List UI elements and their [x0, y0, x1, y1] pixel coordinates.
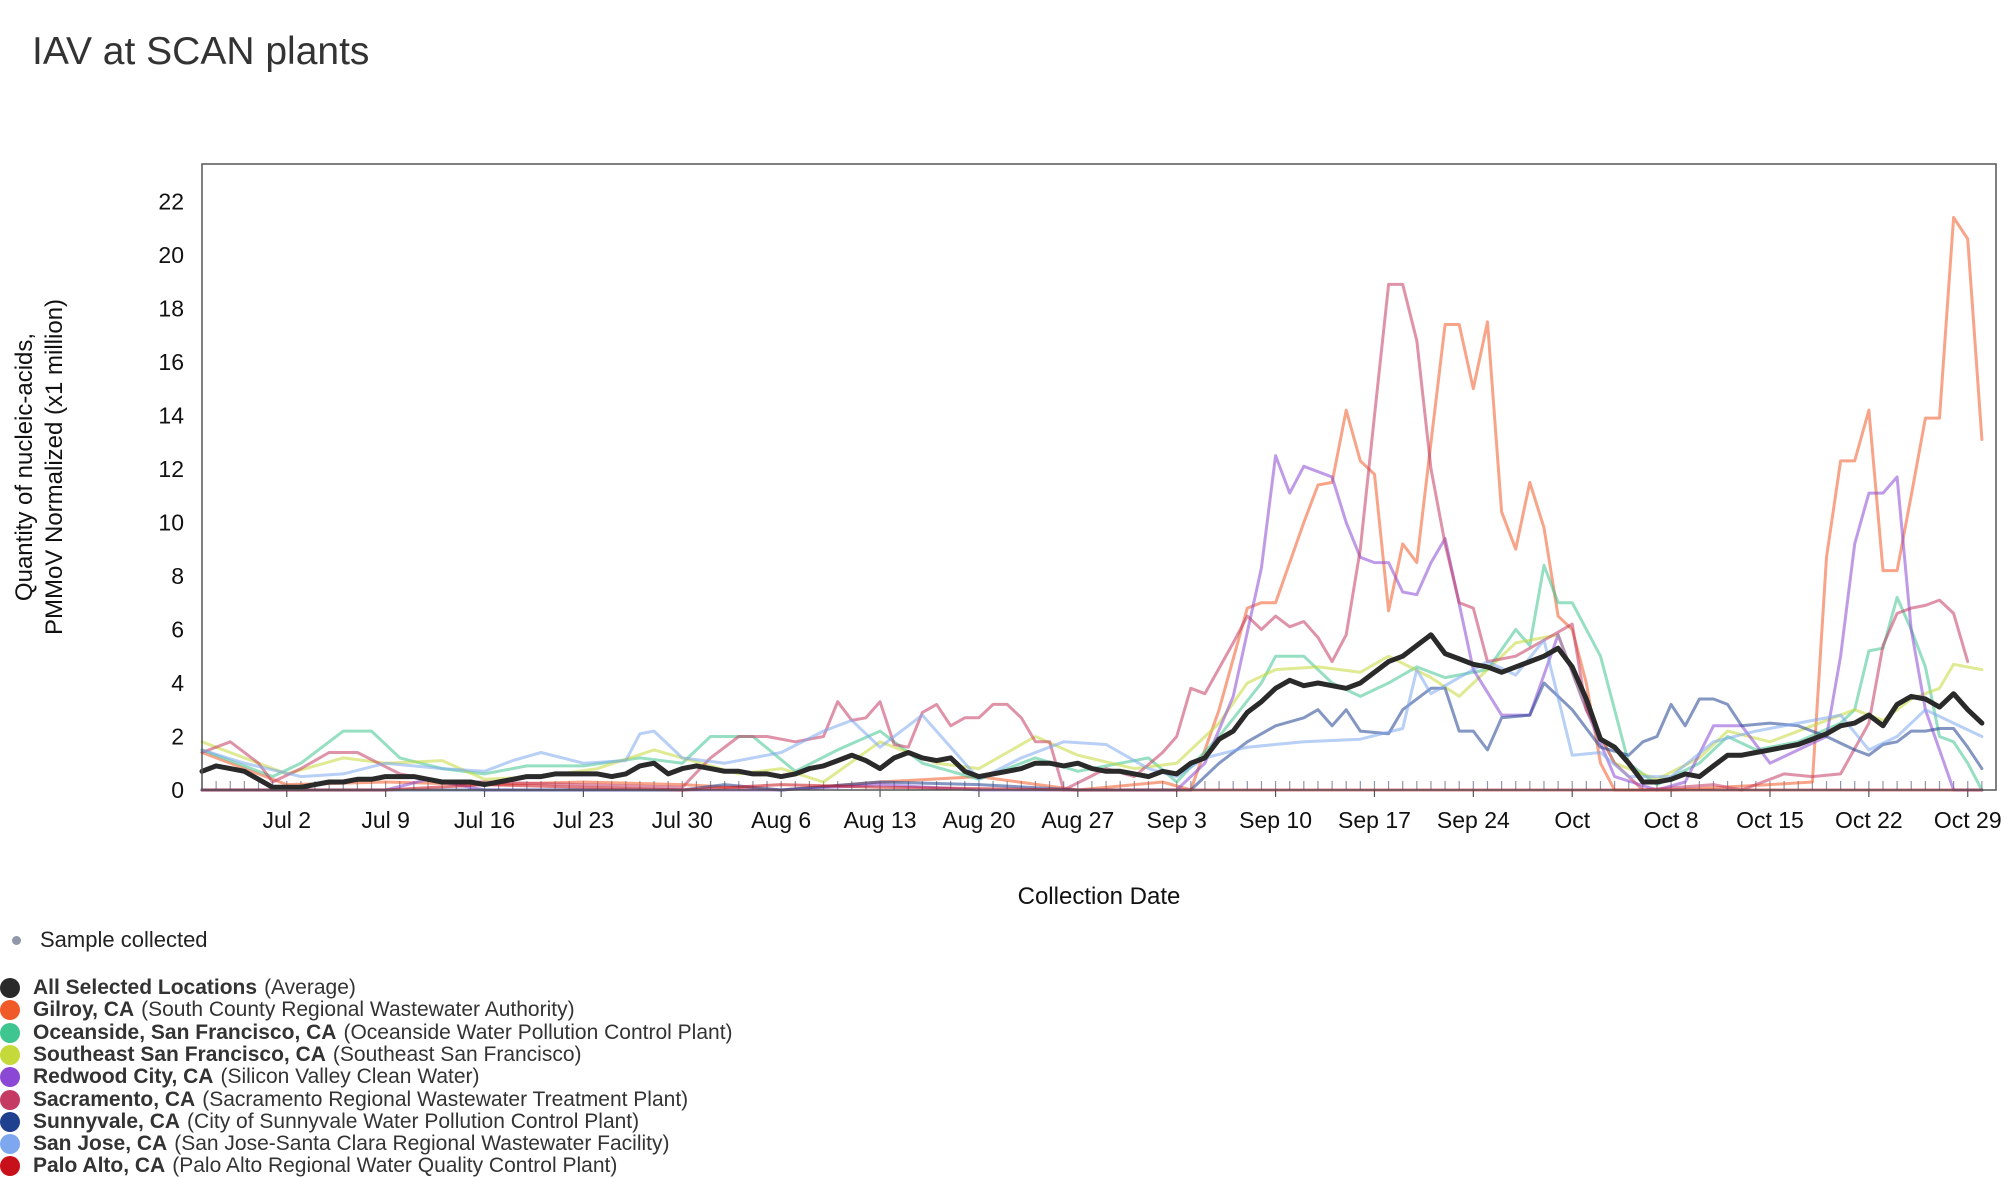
y-tick-label: 8 [171, 563, 184, 589]
y-axis-ticks: 0 2 4 6 8 10 12 14 16 18 20 22 [158, 188, 184, 803]
sample-collected-legend: Sample collected [8, 925, 208, 955]
legend-item-desc: (Oceanside Water Pollution Control Plant… [343, 1020, 733, 1044]
average-line [199, 632, 1985, 790]
legend-item-desc: (San Jose-Santa Clara Regional Wastewate… [174, 1132, 670, 1156]
y-tick-label: 4 [171, 670, 184, 696]
legend-item-name: Gilroy, CA [33, 998, 135, 1022]
y-tick-label: 20 [158, 242, 184, 268]
series-line [200, 563, 1984, 792]
legend-item-name: Sunnyvale, CA [33, 1109, 181, 1133]
page-title: IAV at SCAN plants [32, 30, 370, 73]
average-series-line [199, 632, 1985, 790]
legend-dot-icon [0, 1067, 20, 1088]
x-tick-label: Aug 20 [942, 807, 1015, 833]
legend-item-desc: (City of Sunnyvale Water Pollution Contr… [187, 1109, 640, 1133]
series-lines [200, 216, 1984, 792]
legend-dot-icon [0, 1044, 20, 1065]
plot-frame [201, 163, 1997, 791]
x-tick-label: Aug 27 [1041, 807, 1114, 833]
y-axis-label-line: PMMoV Normalized (x1 million) [41, 299, 68, 635]
legend-item-desc: (Palo Alto Regional Water Quality Contro… [172, 1154, 618, 1178]
legend-item-name: All Selected Locations [33, 976, 258, 999]
x-tick-label: Jul 30 [652, 807, 713, 833]
y-tick-label: 6 [171, 616, 184, 642]
legend-item[interactable]: San Jose, CA (San Jose-Santa Clara Region… [0, 1132, 670, 1156]
legend-item-name: Palo Alto, CA [33, 1154, 166, 1178]
legend-item-name: San Jose, CA [33, 1132, 168, 1156]
chart: Quantity of nucleic-acids, PMMoV Normaliz… [11, 163, 2002, 910]
legend-item-name: Sacramento, CA [33, 1087, 196, 1111]
series-line [200, 638, 1984, 781]
x-tick-label: Sep 24 [1437, 807, 1510, 833]
x-tick-label: Oct 8 [1644, 807, 1699, 833]
legend-dot-icon [0, 1111, 20, 1132]
x-tick-label: Jul 2 [262, 807, 311, 833]
y-tick-label: 2 [171, 723, 184, 749]
legend-item[interactable]: Sunnyvale, CA (City of Sunnyvale Water Po… [0, 1109, 640, 1133]
y-axis-label: Quantity of nucleic-acids, PMMoV Normaliz… [11, 299, 68, 635]
legend-item[interactable]: Redwood City, CA (Silicon Valley Clean Wa… [0, 1065, 480, 1089]
legend-dot-icon [0, 1134, 20, 1155]
legend-item-name: Oceanside, San Francisco, CA [33, 1020, 337, 1044]
series-line [200, 216, 1984, 792]
legend-dot-icon [0, 1000, 20, 1021]
legend-item-desc: (Sacramento Regional Wastewater Treatmen… [202, 1087, 689, 1111]
x-tick-label: Oct [1554, 807, 1590, 833]
legend-item-name: Southeast San Francisco, CA [33, 1042, 326, 1066]
y-axis-label-line: Quantity of nucleic-acids, [11, 333, 38, 601]
x-axis-ticks: Jul 2 Jul 9 Jul 16 Jul 23 Jul 30 Aug 6 Aug 13 A… [262, 790, 2002, 833]
legend-item-desc: (Average) [264, 976, 356, 999]
legend-dot-icon [0, 978, 20, 998]
series-line [200, 681, 1984, 792]
legend-dot-icon [0, 1156, 20, 1177]
sample-collected-label: Sample collected [40, 927, 208, 952]
x-tick-label: Oct 29 [1934, 807, 2002, 833]
x-tick-label: Sep 10 [1239, 807, 1312, 833]
series-line [200, 633, 1984, 784]
series-line [200, 454, 1984, 792]
x-tick-label: Oct 22 [1835, 807, 1903, 833]
legend-item[interactable]: Palo Alto, CA (Palo Alto Regional Water Q… [0, 1154, 618, 1178]
y-tick-label: 10 [158, 509, 184, 535]
x-tick-label: Oct 15 [1736, 807, 1804, 833]
x-tick-label: Aug 6 [751, 807, 811, 833]
legend-item-desc: (Southeast San Francisco) [332, 1042, 582, 1066]
x-tick-label: Jul 9 [361, 807, 410, 833]
x-tick-label: Aug 13 [844, 807, 917, 833]
series-line [200, 282, 1970, 792]
y-tick-label: 18 [158, 295, 184, 321]
legend-item-desc: (South County Regional Wastewater Author… [141, 998, 575, 1022]
x-tick-label: Jul 23 [553, 807, 614, 833]
y-tick-label: 16 [158, 349, 184, 375]
y-tick-label: 12 [158, 456, 184, 482]
x-tick-label: Jul 16 [454, 807, 515, 833]
legend-item-name: Redwood City, CA [33, 1065, 214, 1089]
legend-item-desc: (Silicon Valley Clean Water) [220, 1065, 480, 1089]
y-tick-label: 22 [158, 188, 184, 214]
x-tick-label: Sep 3 [1147, 807, 1207, 833]
y-tick-label: 14 [158, 402, 184, 428]
sample-dot-icon [12, 935, 21, 945]
legend-dot-icon [0, 1089, 20, 1110]
y-tick-label: 0 [171, 777, 184, 803]
legend-item[interactable]: Oceanside, San Francisco, CA (Oceanside W… [0, 1020, 733, 1044]
legend-item[interactable]: All Selected Locations (Average) [0, 976, 356, 999]
legend-dot-icon [0, 1022, 20, 1043]
x-axis-label: Collection Date [1018, 883, 1181, 910]
legend-item[interactable]: Southeast San Francisco, CA (Southeast Sa… [0, 1042, 582, 1066]
x-tick-label: Sep 17 [1338, 807, 1411, 833]
legend-item[interactable]: Sacramento, CA (Sacramento Regional Waste… [0, 1087, 689, 1111]
legend-item[interactable]: Gilroy, CA (South County Regional Wastewa… [0, 998, 575, 1022]
